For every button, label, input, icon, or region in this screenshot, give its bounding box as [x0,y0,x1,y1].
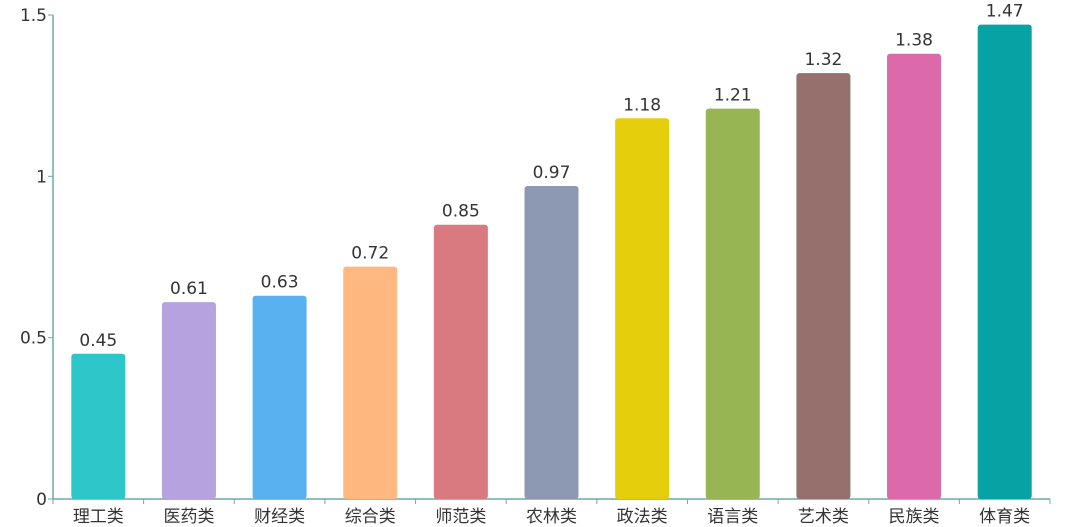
y-tick-label: 1 [36,167,47,187]
y-tick-label: 0 [36,490,47,510]
x-tick-label: 医药类 [163,507,214,527]
bar [433,224,488,499]
x-tick-label: 民族类 [889,507,940,527]
data-label: 0.72 [351,244,389,264]
data-label: 1.18 [623,95,661,115]
data-label: 0.85 [442,202,480,222]
bar [615,118,670,500]
y-tick-label: 1.5 [20,6,47,26]
data-label: 1.38 [895,31,933,51]
x-tick-label: 理工类 [73,507,124,527]
x-tick-label: 农林类 [526,507,577,527]
x-tick-label: 财经类 [254,507,305,527]
bar [887,53,942,499]
bar [796,73,851,499]
bar [705,108,760,499]
y-tick-label: 0.5 [20,329,47,349]
x-tick-label: 体育类 [979,507,1030,527]
bar [977,24,1032,500]
bar [71,353,126,499]
bar [161,302,216,499]
data-label: 1.32 [804,50,842,70]
x-tick-label: 综合类 [345,507,396,527]
data-label: 1.47 [986,2,1024,22]
bar [524,186,579,499]
x-tick-label: 艺术类 [798,507,849,527]
data-label: 0.63 [261,273,299,293]
x-tick-label: 政法类 [617,507,668,527]
bar [252,295,307,499]
data-label: 0.61 [170,279,208,299]
bar [343,266,398,499]
x-tick-label: 师范类 [435,507,486,527]
x-tick-label: 语言类 [707,507,758,527]
data-label: 0.97 [533,163,571,183]
data-label: 0.45 [79,331,117,351]
data-label: 1.21 [714,86,752,106]
